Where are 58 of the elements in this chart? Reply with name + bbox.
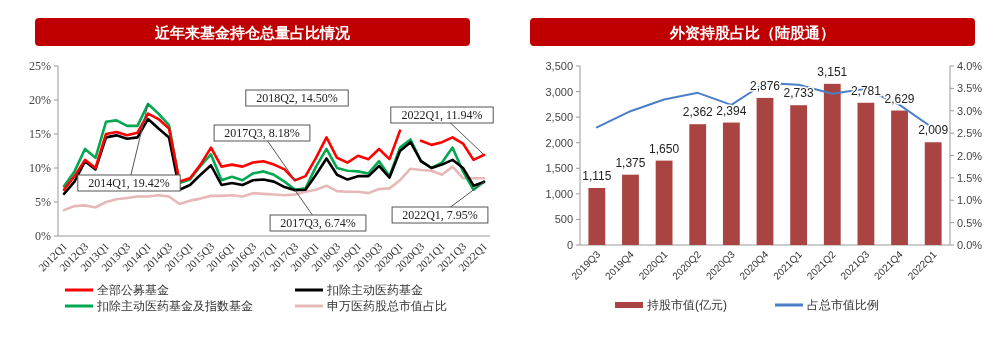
y2-tick-label: 1.5% [957, 171, 983, 184]
y-tick-label: 2,000 [545, 136, 573, 149]
y-tick-label: 500 [554, 213, 573, 226]
bar [756, 97, 774, 245]
annotation: 2022Q1, 11.94% [401, 108, 483, 122]
y-tick-label: 10% [29, 161, 51, 175]
y-tick-label: 1,500 [545, 162, 573, 175]
bar [622, 174, 639, 245]
legend-label: 全部公募基金 [97, 283, 169, 297]
legend-label: 持股市值(亿元) [647, 298, 727, 312]
legend-label: 申万医药股总市值占比 [327, 299, 447, 313]
y-tick-label: 1,000 [545, 187, 573, 200]
y-tick-label: 20% [29, 93, 51, 107]
chart-title: 外资持股占比（陆股通） [669, 24, 835, 41]
bar [588, 187, 606, 245]
y2-tick-label: 2.0% [957, 149, 983, 162]
annotation: 2014Q1, 19.42% [88, 176, 170, 190]
y2-tick-label: 2.5% [957, 127, 983, 140]
annotation: 2022Q1, 7.95% [402, 208, 478, 222]
annotation: 2017Q3, 6.74% [280, 216, 356, 230]
bar [891, 110, 908, 245]
y-tick-label: 3,000 [545, 85, 573, 98]
y2-tick-label: 1.0% [957, 194, 983, 207]
line-series [62, 165, 486, 212]
annotation: 2018Q2, 14.50% [256, 91, 338, 105]
data-label: 2,362 [682, 105, 714, 120]
y-tick-label: 0% [35, 229, 51, 243]
bar [924, 142, 942, 245]
y-tick-label: 2,500 [545, 111, 573, 124]
annotation: 2017Q3, 8.18% [224, 126, 300, 140]
bar [823, 83, 841, 245]
chart-title: 近年来基金持仓总量占比情况 [154, 24, 351, 41]
bar [722, 122, 740, 245]
y-tick-label: 0 [566, 239, 573, 251]
y2-tick-label: 3.5% [957, 82, 983, 95]
data-label: 2,733 [783, 86, 814, 101]
data-label: 1,650 [649, 141, 680, 156]
y-tick-label: 15% [29, 127, 51, 141]
bar [857, 102, 875, 245]
y2-tick-label: 0.0% [957, 239, 983, 251]
legend-label: 扣除主动医药基金及指数基金 [96, 299, 253, 313]
y2-tick-label: 3.0% [957, 104, 983, 117]
data-label: 1,115 [582, 168, 612, 183]
data-label: 2,009 [918, 123, 949, 138]
bar [689, 124, 707, 245]
data-label: 3,151 [817, 64, 848, 79]
data-label: 2,394 [716, 103, 747, 118]
bar [655, 160, 673, 245]
bar [790, 105, 808, 245]
legend-label: 占总市值比例 [807, 298, 879, 312]
y-tick-label: 25% [29, 59, 51, 73]
data-label: 2,629 [884, 91, 915, 106]
y2-tick-label: 4.0% [957, 60, 983, 72]
legend-label: 扣除主动医药基金 [326, 283, 423, 297]
data-label: 1,375 [615, 155, 646, 170]
y-tick-label: 5% [35, 195, 51, 209]
y-tick-label: 3,500 [545, 60, 573, 72]
y2-tick-label: 0.5% [957, 216, 983, 229]
